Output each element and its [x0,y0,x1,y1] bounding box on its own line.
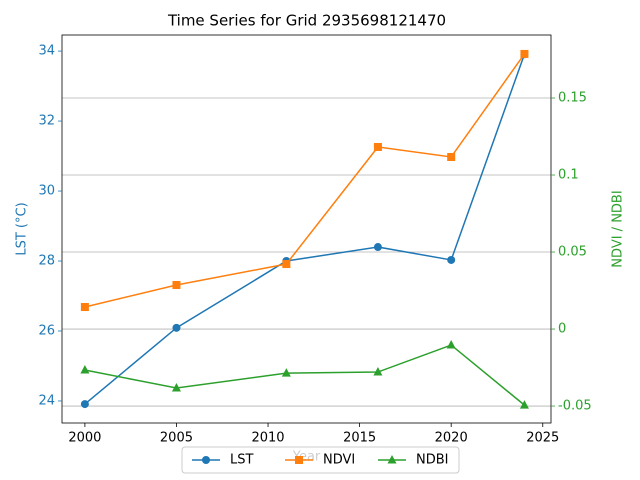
series-line [84,53,526,308]
y2-axis-label: NDVI / NDBI [611,190,626,267]
y2-tick-label: 0.1 [558,168,579,183]
y-axis-label: LST (°C) [15,202,30,255]
x-tick-label: 2020 [435,431,468,446]
marker [172,323,181,332]
marker [447,255,456,264]
legend-label: LST [230,453,253,468]
marker [446,340,456,349]
plot-frame [61,34,552,424]
legend-box [181,446,460,474]
y-tick-label: 34 [38,44,55,59]
marker [373,243,382,252]
marker [202,456,210,464]
legend-label: NDVI [323,453,355,468]
y-tick-label: 26 [38,323,55,338]
marker [520,49,529,58]
marker [281,368,291,377]
series-line [84,344,525,406]
y2-tick-label: 0.15 [558,90,587,105]
y2-tick-label: 0.05 [558,245,587,260]
chart-title: Time Series for Grid 2935698121470 [167,12,446,30]
x-tick-label: 2000 [68,431,101,446]
y-tick-label: 28 [38,254,55,269]
marker [80,400,89,409]
marker [80,365,90,374]
legend-label: NDBI [416,453,449,468]
marker [387,455,397,464]
marker [373,142,382,151]
y-tick-label: 30 [38,184,55,199]
y-tick-label: 32 [38,114,55,129]
marker [447,152,456,161]
series-line [84,53,526,405]
x-tick-label: 2005 [160,431,193,446]
y-tick-label: 24 [38,393,55,408]
marker [295,456,303,464]
x-tick-label: 2015 [343,431,376,446]
marker [80,303,89,312]
y2-tick-label: -0.05 [558,399,592,414]
marker [171,383,181,392]
legend: LST NDVI NDBI [181,446,460,474]
x-tick-label: 2025 [526,431,559,446]
marker [519,400,529,409]
marker [172,280,181,289]
x-tick-label: 2010 [251,431,284,446]
marker [373,367,383,376]
y2-tick-label: 0 [558,322,566,337]
marker [282,260,291,269]
